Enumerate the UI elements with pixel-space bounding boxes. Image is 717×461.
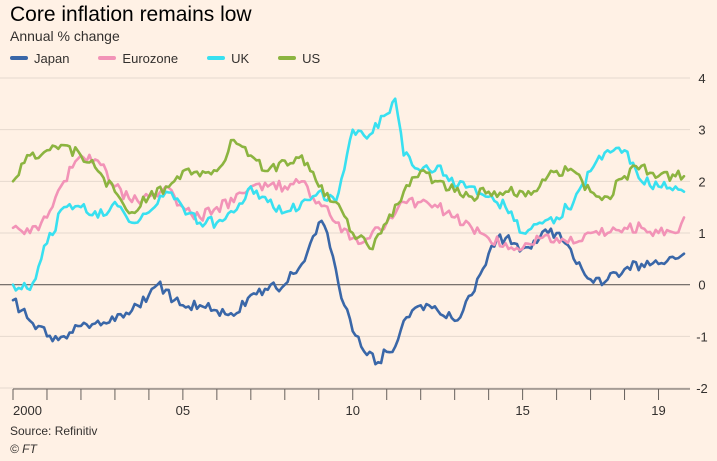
series-line-eurozone [11,153,686,252]
legend: Japan Eurozone UK US [10,49,349,67]
y-tick-label: -1 [696,329,708,344]
x-tick-label-2000: 2000 [13,403,42,418]
legend-swatch [98,56,117,60]
source-note: Source: Refinitiv [10,424,98,438]
legend-swatch [207,56,226,60]
y-tick-label: 1 [698,226,705,241]
ft-credit: © FT [10,442,37,456]
legend-item-japan: Japan [10,51,69,66]
series-line-uk [11,97,686,292]
y-tick-label: 3 [698,123,705,138]
y-tick-label: 2 [698,174,705,189]
legend-label: Japan [34,50,70,66]
chart-subtitle: Annual % change [10,28,120,44]
x-tick-label-05: 05 [176,403,190,418]
legend-label: Eurozone [122,50,179,66]
y-tick-label: 4 [698,71,705,86]
x-tick-label-10: 10 [346,403,360,418]
legend-item-us: US [278,51,320,66]
x-tick-label-19: 19 [651,403,665,418]
series-line-japan [11,219,686,366]
y-tick-label: 0 [698,278,705,293]
series-line-us [11,138,686,251]
legend-swatch [10,56,28,60]
legend-item-uk: UK [207,51,249,66]
y-tick-label: -2 [696,381,708,396]
legend-item-eurozone: Eurozone [98,51,178,66]
legend-label: US [302,50,321,66]
x-tick-label-15: 15 [515,403,529,418]
legend-label: UK [231,50,250,66]
chart-title: Core inflation remains low [10,3,252,26]
legend-swatch [278,56,297,60]
